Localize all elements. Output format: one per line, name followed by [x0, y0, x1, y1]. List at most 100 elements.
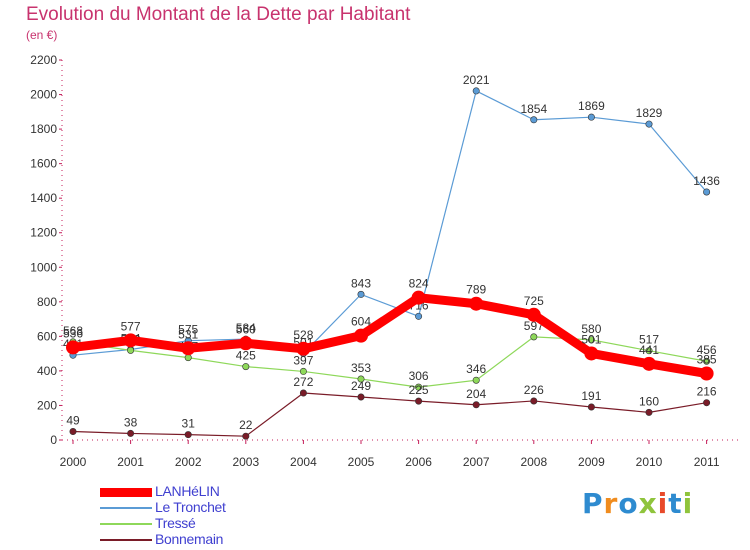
- y-tick-label: 1400: [30, 191, 57, 205]
- logo-letter: x: [638, 487, 658, 520]
- data-label-bonnemain: 225: [409, 383, 429, 397]
- data-point-le-tronchet: [703, 188, 711, 196]
- y-tick-label: 800: [37, 295, 57, 309]
- data-label-bonnemain: 49: [66, 414, 80, 428]
- series-line-tress-: [72, 336, 708, 388]
- data-label-lanh-lin: 725: [524, 294, 544, 308]
- data-point-lanh-lin: [584, 346, 599, 361]
- data-label-bonnemain: 31: [182, 417, 196, 431]
- x-tick-label: 2008: [520, 455, 547, 469]
- data-label-le-tronchet: 1829: [636, 106, 663, 120]
- chart-title: Evolution du Montant de la Dette par Hab…: [26, 4, 411, 25]
- data-label-lanh-lin: 789: [466, 283, 486, 297]
- data-point-bonnemain: [69, 428, 77, 436]
- data-label-le-tronchet: 843: [351, 276, 371, 290]
- data-point-tress-: [184, 354, 192, 362]
- data-label-tress-: 580: [581, 322, 601, 336]
- data-point-le-tronchet: [645, 120, 653, 128]
- data-label-tress-: 425: [236, 349, 256, 363]
- x-tick-label: 2007: [463, 455, 490, 469]
- data-label-tress-: 397: [293, 353, 313, 367]
- data-point-lanh-lin: [642, 356, 656, 371]
- data-point-le-tronchet: [472, 87, 480, 95]
- data-label-lanh-lin: 604: [351, 315, 371, 329]
- data-label-bonnemain: 38: [124, 415, 138, 429]
- y-tick-label: 2200: [30, 53, 57, 67]
- x-tick-label: 2009: [578, 455, 605, 469]
- data-point-tress-: [645, 347, 653, 355]
- y-tick-label: 200: [37, 398, 57, 412]
- y-tick-label: 1000: [30, 260, 57, 274]
- data-point-bonnemain: [357, 393, 365, 401]
- chart-subtitle: (en €): [26, 28, 58, 42]
- data-point-le-tronchet: [587, 113, 595, 121]
- proxiti-logo: Proxiti: [582, 487, 693, 520]
- data-label-tress-: 517: [639, 333, 659, 347]
- series-line-le-tronchet: [72, 90, 708, 356]
- y-tick-label: 400: [37, 364, 57, 378]
- data-point-bonnemain: [184, 431, 192, 439]
- x-tick-label: 2004: [290, 455, 317, 469]
- x-tick-label: 2005: [348, 455, 375, 469]
- data-point-bonnemain: [703, 399, 711, 407]
- data-point-tress-: [299, 367, 307, 375]
- data-point-lanh-lin: [123, 333, 138, 348]
- data-label-bonnemain: 22: [239, 418, 253, 432]
- data-point-lanh-lin: [699, 366, 714, 381]
- x-tick-label: 2011: [694, 455, 720, 469]
- data-point-lanh-lin: [469, 296, 484, 311]
- data-point-le-tronchet: [357, 290, 365, 298]
- data-label-lanh-lin: 528: [293, 328, 313, 342]
- data-point-lanh-lin: [526, 307, 541, 322]
- data-point-bonnemain: [530, 397, 538, 405]
- x-tick-label: 2006: [405, 455, 432, 469]
- data-point-le-tronchet: [530, 116, 538, 124]
- data-label-tress-: 306: [409, 369, 429, 383]
- x-tick-label: 2010: [636, 455, 663, 469]
- data-label-le-tronchet: 1436: [693, 174, 720, 188]
- data-label-le-tronchet: 1854: [520, 102, 547, 116]
- data-point-lanh-lin: [354, 328, 368, 343]
- data-label-lanh-lin: 536: [63, 326, 83, 340]
- series-line-bonnemain: [72, 392, 708, 437]
- legend-swatch-bonnemain: [100, 539, 152, 541]
- y-tick-label: 1200: [30, 226, 57, 240]
- y-tick-label: 1600: [30, 157, 57, 171]
- legend-swatch-lanhelin: [100, 488, 152, 497]
- data-point-lanh-lin: [181, 341, 196, 356]
- data-label-le-tronchet: 2021: [463, 73, 490, 87]
- data-label-lanh-lin: 441: [639, 343, 659, 357]
- data-point-bonnemain: [127, 429, 135, 437]
- data-point-tress-: [127, 346, 135, 354]
- data-point-bonnemain: [242, 432, 250, 440]
- data-point-lanh-lin: [238, 336, 253, 351]
- data-point-le-tronchet: [415, 312, 423, 320]
- logo-letter: i: [657, 487, 669, 520]
- data-label-lanh-lin: 531: [178, 327, 198, 341]
- data-point-bonnemain: [645, 408, 653, 416]
- data-point-bonnemain: [415, 397, 423, 405]
- data-label-bonnemain: 160: [639, 394, 659, 408]
- x-tick-label: 2002: [175, 455, 202, 469]
- data-point-bonnemain: [299, 389, 307, 397]
- data-label-lanh-lin: 501: [581, 332, 601, 346]
- y-tick-label: 600: [37, 329, 57, 343]
- y-tick-label: 2000: [30, 88, 57, 102]
- data-point-tress-: [242, 363, 250, 371]
- x-tick-label: 2001: [117, 455, 144, 469]
- y-tick-label: 1800: [30, 122, 57, 136]
- data-label-bonnemain: 216: [697, 385, 717, 399]
- x-tick-label: 2000: [60, 455, 87, 469]
- data-label-bonnemain: 191: [581, 389, 601, 403]
- x-tick-label: 2003: [232, 455, 259, 469]
- logo-letter: i: [682, 487, 694, 520]
- data-point-tress-: [357, 375, 365, 383]
- data-label-bonnemain: 204: [466, 387, 486, 401]
- data-point-lanh-lin: [411, 290, 426, 305]
- data-label-bonnemain: 249: [351, 379, 371, 393]
- data-label-le-tronchet: 575: [178, 323, 198, 337]
- data-point-tress-: [587, 336, 595, 344]
- logo-letter: r: [603, 487, 619, 520]
- data-point-tress-: [703, 357, 711, 365]
- legend-label-bonnemain: Bonnemain: [155, 531, 224, 547]
